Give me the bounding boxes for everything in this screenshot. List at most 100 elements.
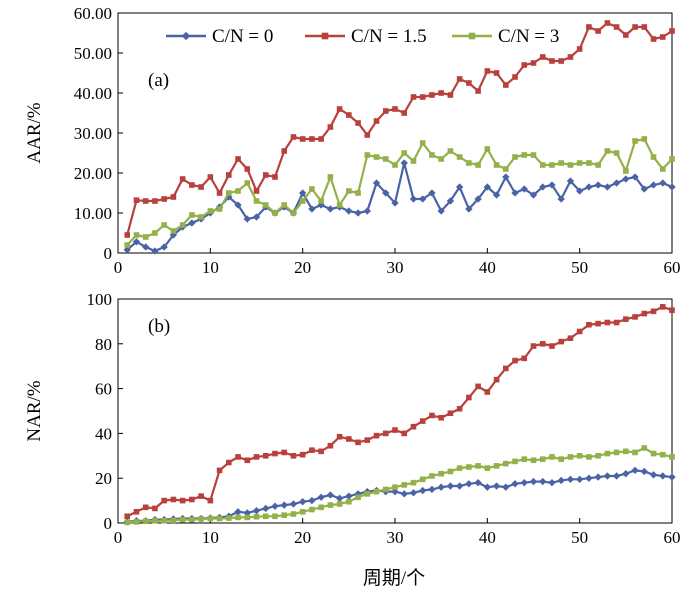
data-point <box>189 212 195 218</box>
data-point <box>235 156 241 162</box>
data-point <box>586 321 592 328</box>
data-point <box>198 184 204 190</box>
data-point <box>179 516 186 523</box>
data-point <box>650 308 657 315</box>
data-point <box>207 174 214 180</box>
data-point <box>318 198 324 204</box>
data-point <box>207 497 214 504</box>
x-tick-label: 0 <box>114 258 123 277</box>
data-point <box>382 430 389 437</box>
legend-marker <box>181 31 191 41</box>
data-point <box>659 472 667 480</box>
data-point <box>429 92 435 98</box>
data-point <box>179 497 186 504</box>
data-point <box>142 504 149 511</box>
data-point <box>484 465 491 471</box>
panel-label: (a) <box>148 70 169 91</box>
data-point <box>576 328 583 335</box>
data-point <box>530 457 537 464</box>
data-point <box>456 154 463 160</box>
data-point <box>566 177 575 185</box>
series-0 <box>123 466 676 526</box>
data-point <box>207 515 214 522</box>
data-point <box>502 483 510 491</box>
data-point <box>539 477 547 486</box>
data-point <box>364 491 371 497</box>
data-point <box>326 205 335 213</box>
data-point <box>594 473 602 481</box>
data-point <box>299 136 306 142</box>
data-point <box>455 482 464 490</box>
data-point <box>364 152 371 158</box>
data-point <box>512 458 518 465</box>
data-point <box>493 463 500 469</box>
data-point <box>188 219 196 227</box>
data-point <box>336 202 343 208</box>
panel-label: (b) <box>148 316 170 337</box>
data-point <box>262 504 270 513</box>
data-point <box>419 195 427 203</box>
x-axis-label: 周期/个 <box>363 567 425 589</box>
data-point <box>170 194 177 200</box>
data-point <box>484 146 491 152</box>
data-point <box>668 183 676 191</box>
data-point <box>632 314 638 320</box>
y-tick-label: 50.00 <box>74 44 112 63</box>
y-tick-label: 80 <box>95 335 112 354</box>
x-tick-label: 50 <box>571 258 588 277</box>
data-point <box>410 94 417 100</box>
data-point <box>475 383 481 390</box>
data-point <box>474 195 482 203</box>
data-point <box>281 449 287 456</box>
series-0 <box>123 159 676 255</box>
y-tick-label: 100 <box>87 290 113 309</box>
data-point <box>567 335 574 341</box>
data-point <box>612 472 621 480</box>
data-point <box>595 28 601 34</box>
data-point <box>520 185 528 193</box>
data-point <box>401 110 408 116</box>
legend-entry: C/N = 3 <box>452 26 559 47</box>
data-point <box>152 198 158 204</box>
data-point <box>567 162 574 168</box>
data-point <box>493 70 500 76</box>
data-point <box>336 106 343 112</box>
data-point <box>613 24 620 30</box>
data-point <box>373 432 380 439</box>
data-point <box>558 160 564 166</box>
x-tick-label: 50 <box>571 528 588 547</box>
legend-label: C/N = 0 <box>212 26 273 47</box>
data-point <box>290 210 297 216</box>
data-point <box>585 183 593 191</box>
data-point <box>392 484 398 490</box>
data-point <box>613 319 620 326</box>
data-point <box>586 160 592 166</box>
legend-label: C/N = 3 <box>498 26 559 47</box>
data-point <box>299 509 306 515</box>
data-point <box>558 58 564 64</box>
data-point <box>622 470 630 478</box>
data-point <box>640 467 648 476</box>
data-point <box>446 197 455 205</box>
data-point <box>576 46 583 52</box>
data-point <box>669 307 675 313</box>
data-point <box>567 54 574 60</box>
data-point <box>650 154 657 160</box>
data-point <box>133 519 140 525</box>
y-tick-label: 20 <box>95 469 112 488</box>
data-point <box>492 191 501 199</box>
data-point <box>466 394 472 401</box>
data-point <box>327 442 334 449</box>
data-point <box>595 453 601 459</box>
data-point <box>161 517 167 524</box>
data-point <box>595 162 601 168</box>
data-point <box>631 173 639 181</box>
chart-b: 0 10 20 30 40 50 60 0 20 40 60 80 100 NAR/% (b) <box>24 290 681 547</box>
data-point <box>567 454 574 460</box>
legend: C/N = 0 C/N = 1.5 C/N = 3 <box>166 26 559 47</box>
data-point <box>649 181 658 189</box>
data-point <box>262 202 269 208</box>
data-point <box>475 88 481 94</box>
y-axis-label: AAR/% <box>24 102 45 163</box>
